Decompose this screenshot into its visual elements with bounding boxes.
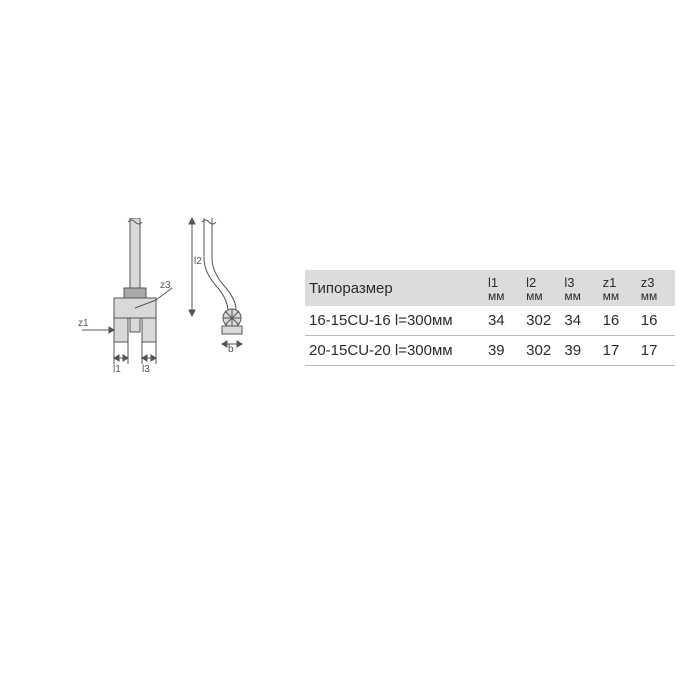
col-size: Типоразмер	[305, 270, 484, 306]
cell-z1: 16	[599, 306, 637, 336]
col-l2: l2 мм	[522, 270, 560, 306]
col-z1: z1 мм	[599, 270, 637, 306]
cell-size: 16-15CU-16 l=300мм	[305, 306, 484, 336]
table-row: 20-15CU-20 l=300мм 39 302 39 17 17	[305, 336, 675, 366]
cell-l1: 39	[484, 336, 522, 366]
label-b: b	[228, 344, 234, 355]
label-z3: z3	[160, 280, 171, 291]
cell-l2: 302	[522, 306, 560, 336]
table-header: Типоразмер l1 мм l2 мм l3 мм z1 мм	[305, 270, 675, 306]
spec-table: Типоразмер l1 мм l2 мм l3 мм z1 мм	[305, 270, 675, 366]
col-size-label: Типоразмер	[309, 280, 393, 297]
col-z3: z3 мм	[637, 270, 675, 306]
technical-drawing: l2 b z3 z1 l1 l3	[62, 218, 262, 388]
table-row: 16-15CU-16 l=300мм 34 302 34 16 16	[305, 306, 675, 336]
cell-l3: 34	[560, 306, 598, 336]
page: l2 b z3 z1 l1 l3 Типоразмер l1 мм l2 мм	[0, 0, 700, 700]
cell-l1: 34	[484, 306, 522, 336]
cell-z3: 17	[637, 336, 675, 366]
cell-l2: 302	[522, 336, 560, 366]
label-l3: l3	[142, 364, 150, 375]
cell-size: 20-15CU-20 l=300мм	[305, 336, 484, 366]
label-l2: l2	[194, 256, 202, 267]
cell-z1: 17	[599, 336, 637, 366]
col-l3: l3 мм	[560, 270, 598, 306]
drawing-svg	[62, 218, 262, 388]
label-l1: l1	[113, 364, 121, 375]
table-body: 16-15CU-16 l=300мм 34 302 34 16 16 20-15…	[305, 306, 675, 366]
label-z1: z1	[78, 318, 89, 329]
cell-l3: 39	[560, 336, 598, 366]
col-l1: l1 мм	[484, 270, 522, 306]
cell-z3: 16	[637, 306, 675, 336]
